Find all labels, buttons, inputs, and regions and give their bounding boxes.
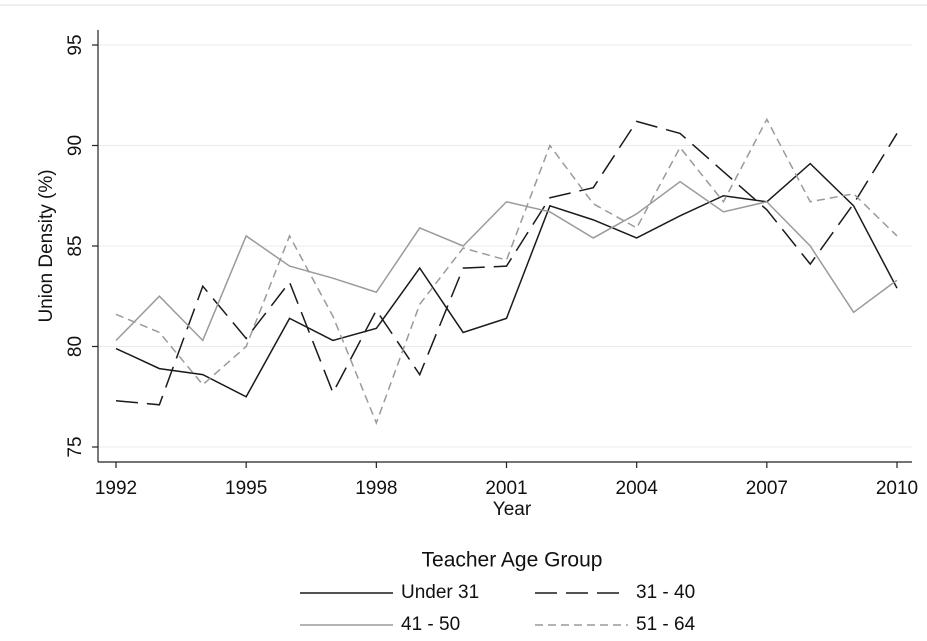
legend-label: Under 31 [401, 582, 479, 603]
y-tick-label: 80 [65, 336, 86, 357]
legend-label: 31 - 40 [636, 582, 695, 603]
y-tick-label: 85 [65, 235, 86, 256]
y-tick-label: 90 [65, 135, 86, 156]
series-line [115, 180, 898, 342]
x-tick-label: 2007 [746, 478, 788, 499]
x-tick-label: 2004 [616, 478, 659, 499]
series-line [115, 120, 898, 406]
x-tick-label: 1995 [225, 478, 267, 499]
legend-label: 41 - 50 [401, 614, 460, 635]
legend-title: Teacher Age Group [422, 549, 603, 572]
series-line [115, 117, 898, 425]
y-axis-title: Union Density (%) [36, 169, 57, 322]
x-tick-label: 2010 [876, 478, 918, 499]
x-axis-title: Year [493, 499, 532, 520]
x-tick-label: 1992 [95, 478, 137, 499]
y-tick-label: 95 [65, 34, 86, 55]
x-tick-label: 1998 [355, 478, 397, 499]
x-tick-label: 2001 [485, 478, 527, 499]
y-tick-label: 75 [65, 436, 86, 457]
legend-label: 51 - 64 [636, 614, 696, 635]
series-line [115, 162, 898, 398]
